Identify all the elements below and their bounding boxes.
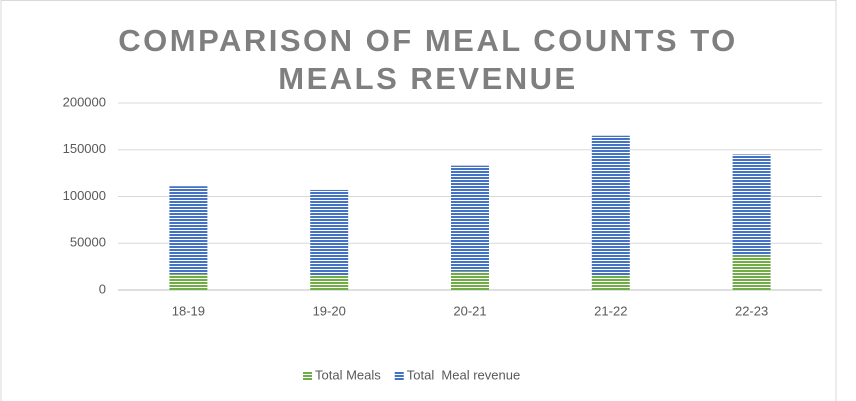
- legend-swatch: [303, 371, 312, 380]
- legend-swatch: [394, 371, 404, 380]
- bar-segment: [169, 274, 208, 290]
- bar-segment: [451, 271, 489, 290]
- bar-segment: [169, 186, 208, 275]
- y-tick-label: 200000: [63, 94, 106, 109]
- bar-segment: [591, 135, 630, 276]
- bar-segment: [732, 255, 771, 290]
- x-tick-label: 22-23: [735, 303, 768, 318]
- legend-label: Total Meal revenue: [407, 367, 520, 382]
- chart-border: [0, 0, 837, 401]
- x-tick-label: 19-20: [313, 303, 346, 318]
- y-tick-label: 150000: [63, 141, 106, 156]
- bar-segment: [310, 275, 349, 290]
- bar-segment: [732, 154, 771, 256]
- x-tick-label: 18-19: [172, 303, 205, 318]
- chart-title: COMPARISON OF MEAL COUNTS TO MEALS REVEN…: [118, 23, 738, 96]
- x-tick-label: 21-22: [594, 303, 627, 318]
- bar-segment: [451, 165, 489, 272]
- y-tick-label: 0: [99, 281, 106, 296]
- y-tick-label: 100000: [63, 188, 106, 203]
- y-tick-label: 50000: [70, 235, 106, 250]
- bar-segment: [310, 189, 349, 276]
- x-tick-label: 20-21: [453, 303, 486, 318]
- bar-segment: [591, 275, 630, 290]
- legend-label: Total Meals: [315, 367, 381, 382]
